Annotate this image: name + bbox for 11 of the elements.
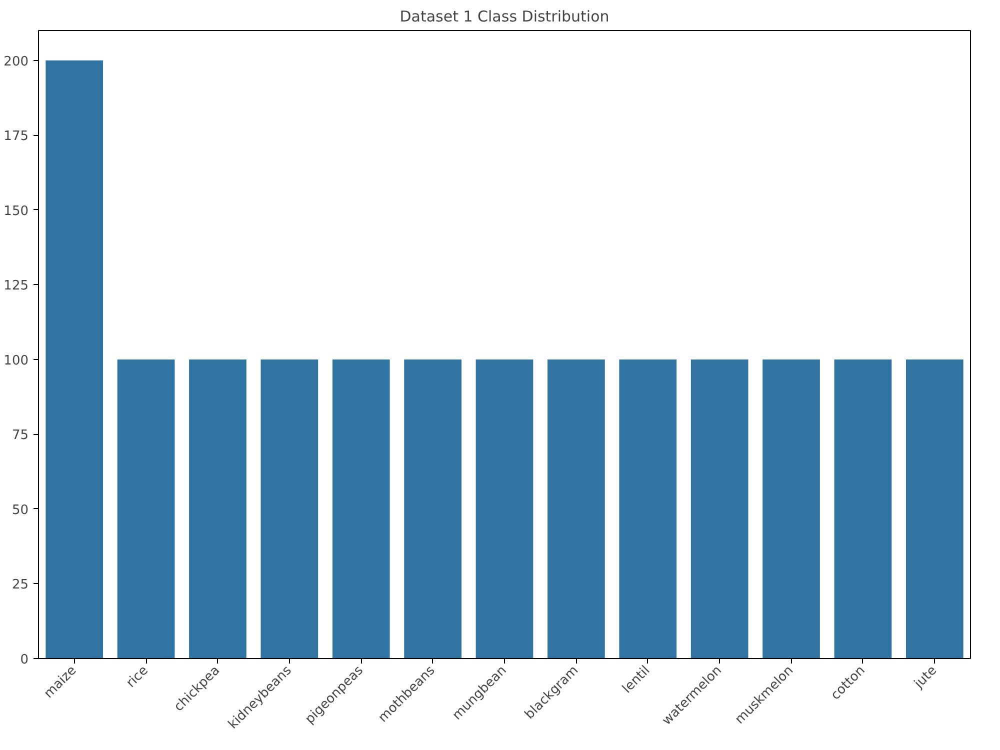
y-tick-label: 75 (12, 428, 29, 444)
y-tick-label: 125 (4, 278, 29, 294)
y-tick-label: 200 (4, 54, 29, 70)
y-tick-label: 50 (12, 502, 29, 518)
y-tick-label: 150 (4, 204, 29, 219)
x-tick-label: rice (124, 663, 152, 691)
y-tick-label: 0 (20, 652, 29, 668)
y-tick-label: 100 (4, 353, 29, 368)
chart-title: Dataset 1 Class Distribution (400, 8, 610, 26)
y-tick-label: 175 (4, 129, 29, 144)
y-tick-label: 25 (12, 578, 29, 593)
